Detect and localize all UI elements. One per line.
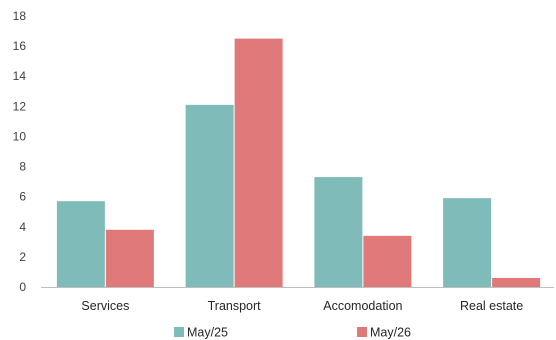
x-category-label: Transport xyxy=(208,299,262,313)
y-tick-label: 6 xyxy=(19,190,26,204)
bar-may-25-real-estate xyxy=(443,198,492,287)
y-tick-label: 10 xyxy=(13,129,27,143)
y-tick-label: 14 xyxy=(13,69,27,83)
x-axis-labels: Services Transport Accomodation Real estate xyxy=(81,299,523,313)
legend-label: May/25 xyxy=(187,326,228,340)
y-tick-label: 8 xyxy=(19,160,26,174)
legend-swatch xyxy=(174,327,184,337)
y-tick-label: 0 xyxy=(19,280,26,294)
bar-may-25-accomodation xyxy=(314,177,363,287)
y-axis: 0 2 4 6 8 10 12 14 16 18 xyxy=(13,9,27,294)
bar-may-26-accomodation xyxy=(363,235,412,287)
bars xyxy=(56,38,541,288)
y-tick-label: 2 xyxy=(19,250,26,264)
x-category-label: Real estate xyxy=(460,299,523,313)
y-tick-label: 4 xyxy=(19,220,26,234)
y-tick-label: 16 xyxy=(13,39,27,53)
bar-may-25-services xyxy=(56,201,105,287)
bar-may-26-services xyxy=(105,229,154,287)
bar-may-25-transport xyxy=(185,104,234,287)
y-tick-label: 18 xyxy=(13,9,27,23)
legend-swatch xyxy=(357,327,367,337)
x-category-label: Accomodation xyxy=(323,299,402,313)
bar-may-26-transport xyxy=(234,38,283,288)
legend-label: May/26 xyxy=(370,326,411,340)
legend: May/25 May/26 xyxy=(174,326,411,340)
y-tick-label: 12 xyxy=(13,99,27,113)
x-category-label: Services xyxy=(81,299,129,313)
bar-may-26-real-estate xyxy=(492,277,541,287)
